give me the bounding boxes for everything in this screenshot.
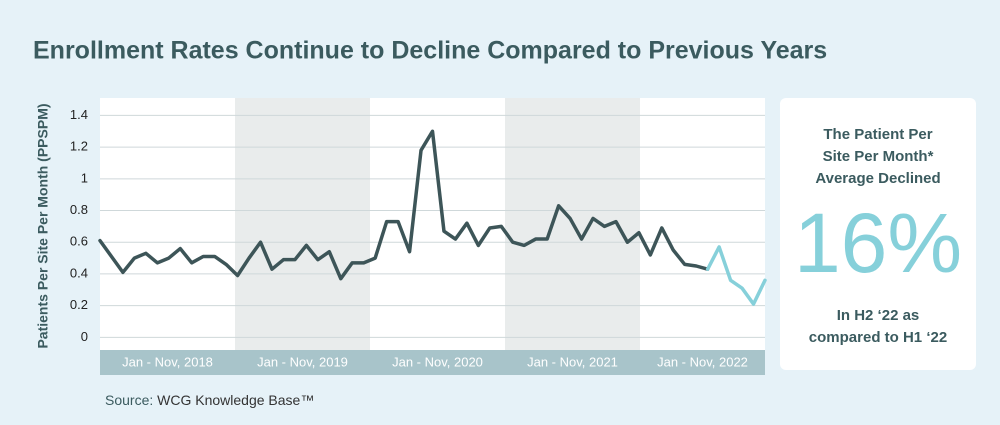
callout-figure: 16% <box>794 196 962 290</box>
period-label: Jan - Nov, 2021 <box>527 354 618 369</box>
y-tick-label: 1.4 <box>70 107 88 122</box>
y-tick-label: 1 <box>81 170 88 185</box>
period-label: Jan - Nov, 2022 <box>657 354 748 369</box>
y-axis-label: Patients Per Site Per Month (PPSPM) <box>35 103 51 348</box>
period-band <box>235 98 370 350</box>
y-tick-label: 0.6 <box>70 234 88 249</box>
y-tick-label: 0 <box>81 329 88 344</box>
chart-title: Enrollment Rates Continue to Decline Com… <box>33 37 827 65</box>
callout-footer: In H2 ‘22 as <box>837 307 920 324</box>
line <box>98 129 710 281</box>
callout-heading: Average Declined <box>815 170 940 187</box>
callout-footer: compared to H1 ‘22 <box>809 329 947 346</box>
period-strip <box>100 350 765 375</box>
callout-heading: The Patient Per <box>823 126 932 143</box>
period-label: Jan - Nov, 2019 <box>257 354 348 369</box>
period-label: Jan - Nov, 2020 <box>392 354 483 369</box>
callout-box <box>780 98 976 370</box>
callout-heading: Site Per Month* <box>823 148 934 165</box>
y-tick-label: 0.4 <box>70 265 88 280</box>
source-name: WCG Knowledge Base™ <box>157 392 314 408</box>
y-tick-label: 1.2 <box>70 139 88 154</box>
period-label: Jan - Nov, 2018 <box>122 354 213 369</box>
y-tick-label: 0.2 <box>70 297 88 312</box>
source: Source: WCG Knowledge Base™ <box>105 392 314 408</box>
y-tick-label: 0.8 <box>70 202 88 217</box>
source-prefix: Source: <box>105 392 153 408</box>
line <box>705 245 767 306</box>
